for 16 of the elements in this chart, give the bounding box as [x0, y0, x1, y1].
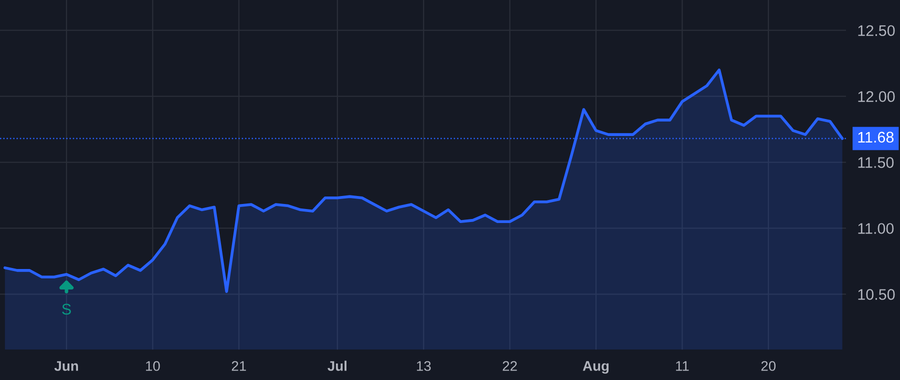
- y-tick-label: 12.50: [858, 25, 895, 36]
- y-tick-label: 11.50: [858, 157, 894, 168]
- x-tick-label: 10: [146, 361, 160, 371]
- y-tick-label: 11.00: [858, 223, 894, 234]
- x-tick-label: 22: [502, 361, 517, 371]
- x-tick-label: 20: [761, 361, 776, 371]
- y-tick-label: 10.50: [858, 289, 895, 300]
- x-tick-label: Aug: [582, 361, 609, 374]
- x-tick-label: Jul: [328, 360, 346, 371]
- annotation: S: [62, 304, 71, 315]
- x-tick-label: 13: [416, 361, 431, 371]
- x-tick-label: 21: [232, 361, 246, 371]
- ref-line-label: 11.68: [858, 132, 894, 143]
- x-tick-label: 11: [676, 361, 689, 371]
- y-tick-label: 12.00: [858, 91, 895, 102]
- x-tick-label: Jun: [54, 361, 78, 371]
